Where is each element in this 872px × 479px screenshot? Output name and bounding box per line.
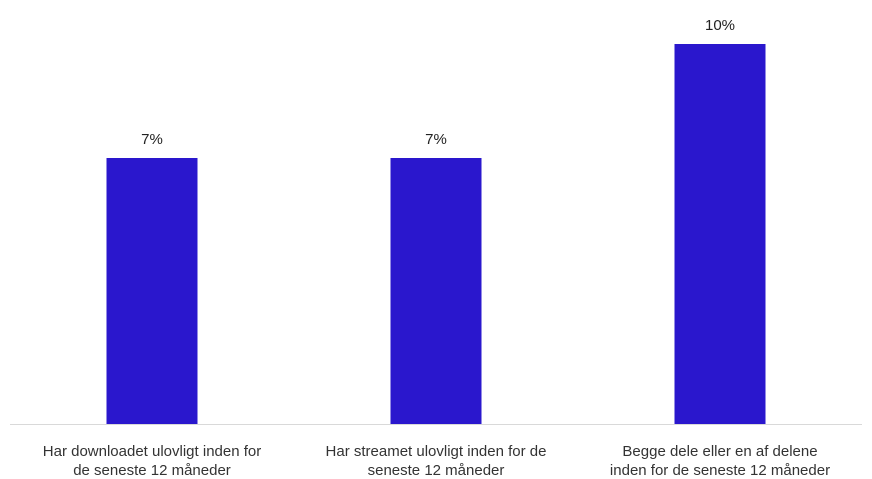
category-label: Begge dele eller en af delene inden for d… — [610, 443, 830, 479]
category-label: Har streamet ulovligt inden for de senest… — [326, 443, 547, 479]
data-label: 7% — [425, 131, 447, 148]
bar — [106, 158, 198, 424]
data-label: 7% — [141, 131, 163, 148]
category-label: Har downloadet ulovligt inden for de sene… — [43, 443, 261, 479]
data-label: 10% — [705, 17, 735, 34]
bar — [674, 44, 766, 424]
bar — [390, 158, 482, 424]
category-label-group: Har downloadet ulovligt inden for de sene… — [43, 443, 830, 479]
data-label-group: 7% 7% 10% — [141, 17, 735, 148]
bar-group — [106, 44, 766, 424]
